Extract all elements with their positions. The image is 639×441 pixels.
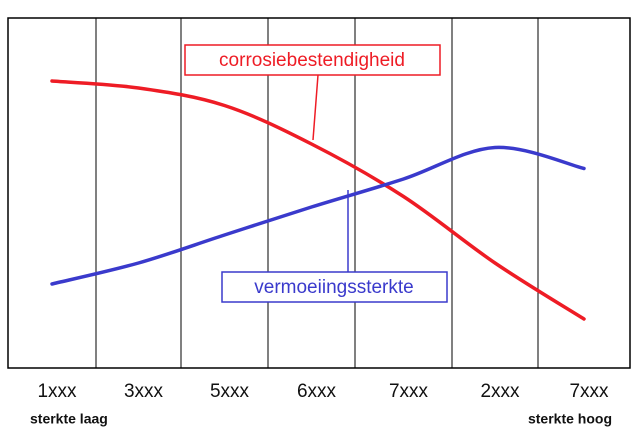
x-tick-label: 7xxx	[389, 381, 429, 402]
annotation: sterkte hoog	[528, 411, 612, 427]
series-line	[50, 145, 586, 286]
x-tick-label: 2xxx	[480, 381, 520, 402]
series-label: corrosiebestendigheid	[219, 50, 405, 71]
x-tick-label: 3xxx	[124, 381, 164, 402]
series-line	[50, 79, 586, 321]
plot-frame	[7, 17, 631, 369]
x-tick-label: 6xxx	[297, 381, 337, 402]
label-box	[184, 44, 441, 76]
x-tick-label: 7xxx	[569, 381, 609, 402]
leader-line	[312, 74, 319, 141]
x-tick-label: 1xxx	[37, 381, 77, 402]
annotation: sterkte laag	[30, 411, 108, 427]
x-tick-label: 5xxx	[210, 381, 250, 402]
series-label: vermoeiingssterkte	[254, 277, 413, 298]
label-box	[221, 271, 448, 303]
